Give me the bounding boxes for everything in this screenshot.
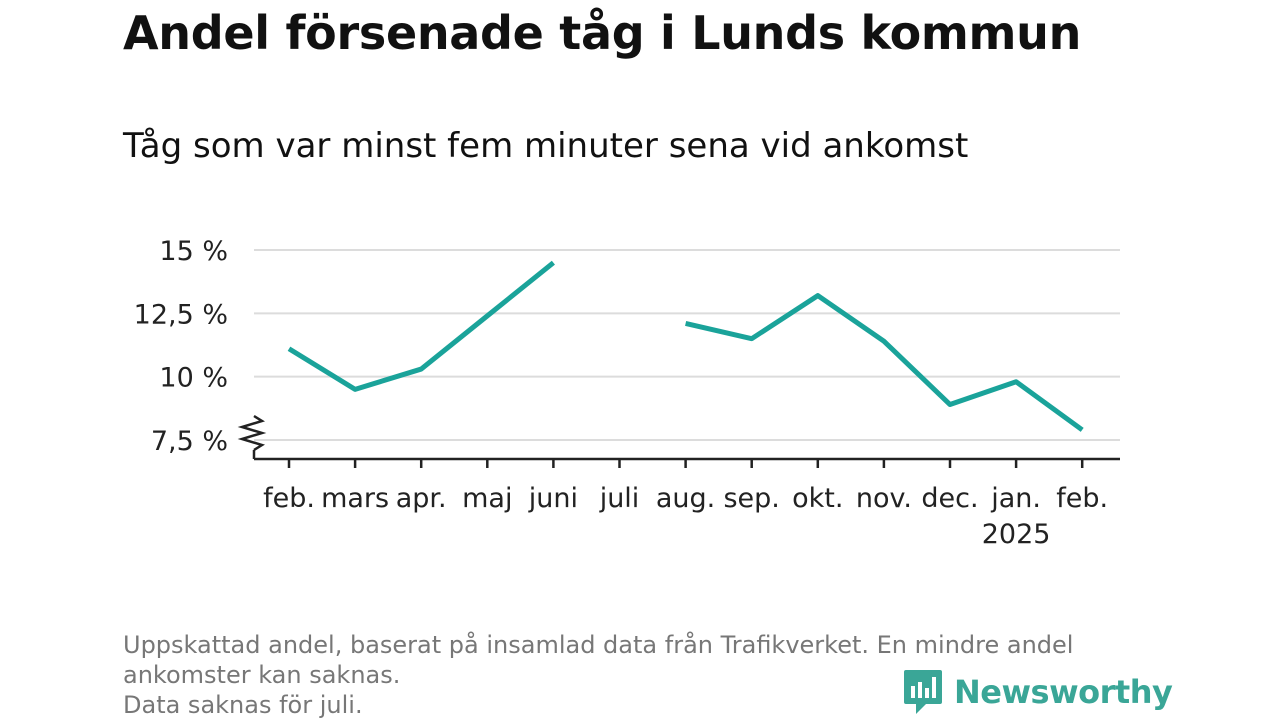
x-tick-label: aug. xyxy=(656,483,715,514)
x-tick-label: mars xyxy=(321,483,389,514)
x-tick-label: nov. xyxy=(856,483,912,514)
x-axis xyxy=(237,414,1120,468)
grid-lines xyxy=(254,249,1120,441)
series-line-segment xyxy=(287,260,555,392)
footnote-line-2: ankomster kan saknas. xyxy=(123,661,401,689)
y-tick-label: 15 % xyxy=(159,236,228,267)
chart-subtitle: Tåg som var minst fem minuter sena vid a… xyxy=(123,126,969,166)
chart-title: Andel försenade tåg i Lunds kommun xyxy=(123,6,1082,60)
x-tick-label: sep. xyxy=(723,483,779,514)
axis-break-icon xyxy=(237,414,267,452)
x-tick-label: feb. xyxy=(1056,483,1108,514)
y-tick-label: 10 % xyxy=(159,363,228,394)
x-tick-label: apr. xyxy=(396,483,447,514)
footnote: Uppskattad andel, baserat på insamlad da… xyxy=(123,630,1073,720)
logo-text: Newsworthy xyxy=(954,673,1173,711)
x-tick-label: okt. xyxy=(792,483,843,514)
x-axis-tick-labels: feb. mars apr. maj juni juli aug. sep. okt. nov. d… xyxy=(263,483,1108,550)
newsworthy-logo-icon xyxy=(904,670,942,714)
series-line-segment xyxy=(685,293,1084,432)
x-tick-year-label: 2025 xyxy=(982,519,1051,550)
y-axis-tick-labels: 7,5 % 10 % 12,5 % 15 % xyxy=(134,236,228,457)
x-tick-label: maj xyxy=(462,483,512,514)
x-tick-label: feb. xyxy=(263,483,315,514)
y-tick-label: 12,5 % xyxy=(134,299,228,330)
footnote-line-3: Data saknas för juli. xyxy=(123,691,363,719)
x-tick-label: juli xyxy=(599,483,640,514)
footnote-line-1: Uppskattad andel, baserat på insamlad da… xyxy=(123,631,1074,659)
x-tick-label: dec. xyxy=(921,483,978,514)
newsworthy-logo: Newsworthy xyxy=(902,668,1173,716)
line-chart: 7,5 %10 %12,5 %15 % feb. mars apr. maj juni j… xyxy=(134,236,1120,550)
y-tick-label: 7,5 % xyxy=(151,426,228,457)
series-line-group xyxy=(287,260,1084,432)
x-tick-label: juni xyxy=(528,483,578,514)
x-tick-label: jan. xyxy=(990,483,1041,514)
